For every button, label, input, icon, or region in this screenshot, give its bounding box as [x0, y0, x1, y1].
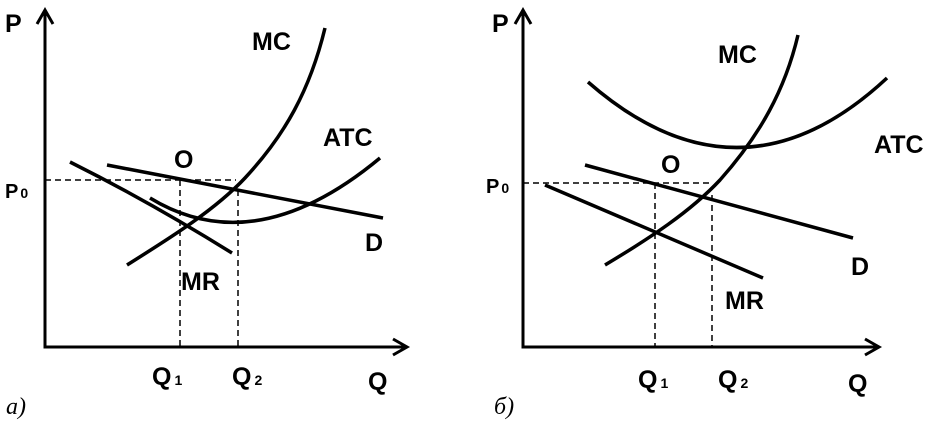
price-text: P [5, 181, 18, 203]
price-sub: 0 [501, 180, 509, 196]
point-label: O [174, 146, 193, 174]
y-arrow [513, 6, 533, 25]
x-arrow [392, 337, 411, 357]
guides [45, 179, 239, 347]
q1-text: Q [638, 366, 657, 394]
mc-label: MC [718, 41, 757, 69]
q2-sub: 2 [740, 375, 748, 391]
q1-sub: 1 [174, 372, 182, 388]
y-axis-label: P [5, 10, 22, 38]
d-curve [106, 163, 384, 220]
atc-curve [149, 156, 382, 224]
q1-sub: 1 [660, 375, 668, 391]
q1-text: Q [152, 363, 171, 391]
x-axis-label: Q [368, 368, 387, 396]
q2-text: Q [718, 366, 737, 394]
atc-label: ATC [874, 131, 924, 159]
guides [523, 182, 713, 347]
d-label: D [365, 229, 383, 257]
axes [43, 12, 405, 349]
x-axis-label: Q [848, 370, 867, 398]
x-arrow [864, 337, 883, 357]
mr-curve [69, 160, 233, 255]
mr-label: MR [181, 268, 220, 296]
caption: б) [494, 394, 514, 420]
mr-curve [544, 183, 764, 280]
price-text: P [486, 176, 499, 198]
mc-label: MC [252, 28, 291, 56]
atc-label: ATC [323, 124, 373, 152]
q2-text: Q [232, 363, 251, 391]
caption: a) [6, 394, 26, 420]
mr-label: MR [725, 287, 764, 315]
point-label: O [661, 151, 680, 179]
d-label: D [851, 253, 869, 281]
y-arrow [35, 6, 55, 25]
mc-curve [604, 34, 800, 267]
atc-curve [586, 76, 889, 150]
price-sub: 0 [20, 185, 28, 201]
y-axis-label: P [492, 10, 509, 38]
q2-sub: 2 [254, 372, 262, 388]
axes [521, 12, 877, 349]
mc-curve [126, 27, 327, 267]
d-curve [584, 163, 854, 240]
